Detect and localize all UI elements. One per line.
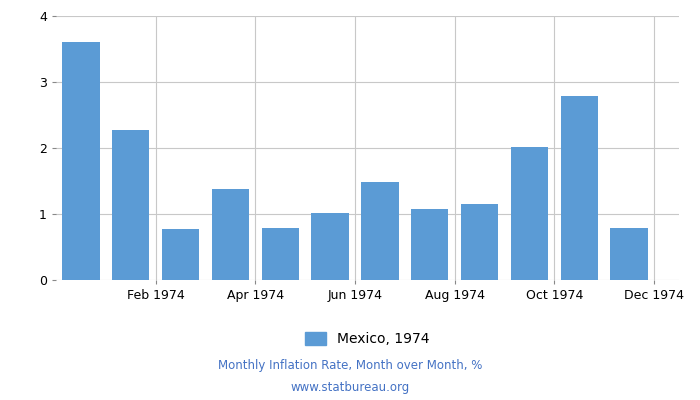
Bar <box>511 147 548 280</box>
Bar <box>211 189 249 280</box>
Legend: Mexico, 1974: Mexico, 1974 <box>300 326 435 352</box>
Bar <box>312 213 349 280</box>
Text: www.statbureau.org: www.statbureau.org <box>290 382 410 394</box>
Bar <box>561 96 598 280</box>
Bar <box>461 204 498 280</box>
Text: Monthly Inflation Rate, Month over Month, %: Monthly Inflation Rate, Month over Month… <box>218 360 482 372</box>
Bar <box>162 228 200 280</box>
Bar <box>262 228 299 280</box>
Bar <box>411 209 449 280</box>
Bar <box>361 182 399 280</box>
Bar <box>112 130 150 280</box>
Bar <box>62 42 99 280</box>
Bar <box>610 228 648 280</box>
